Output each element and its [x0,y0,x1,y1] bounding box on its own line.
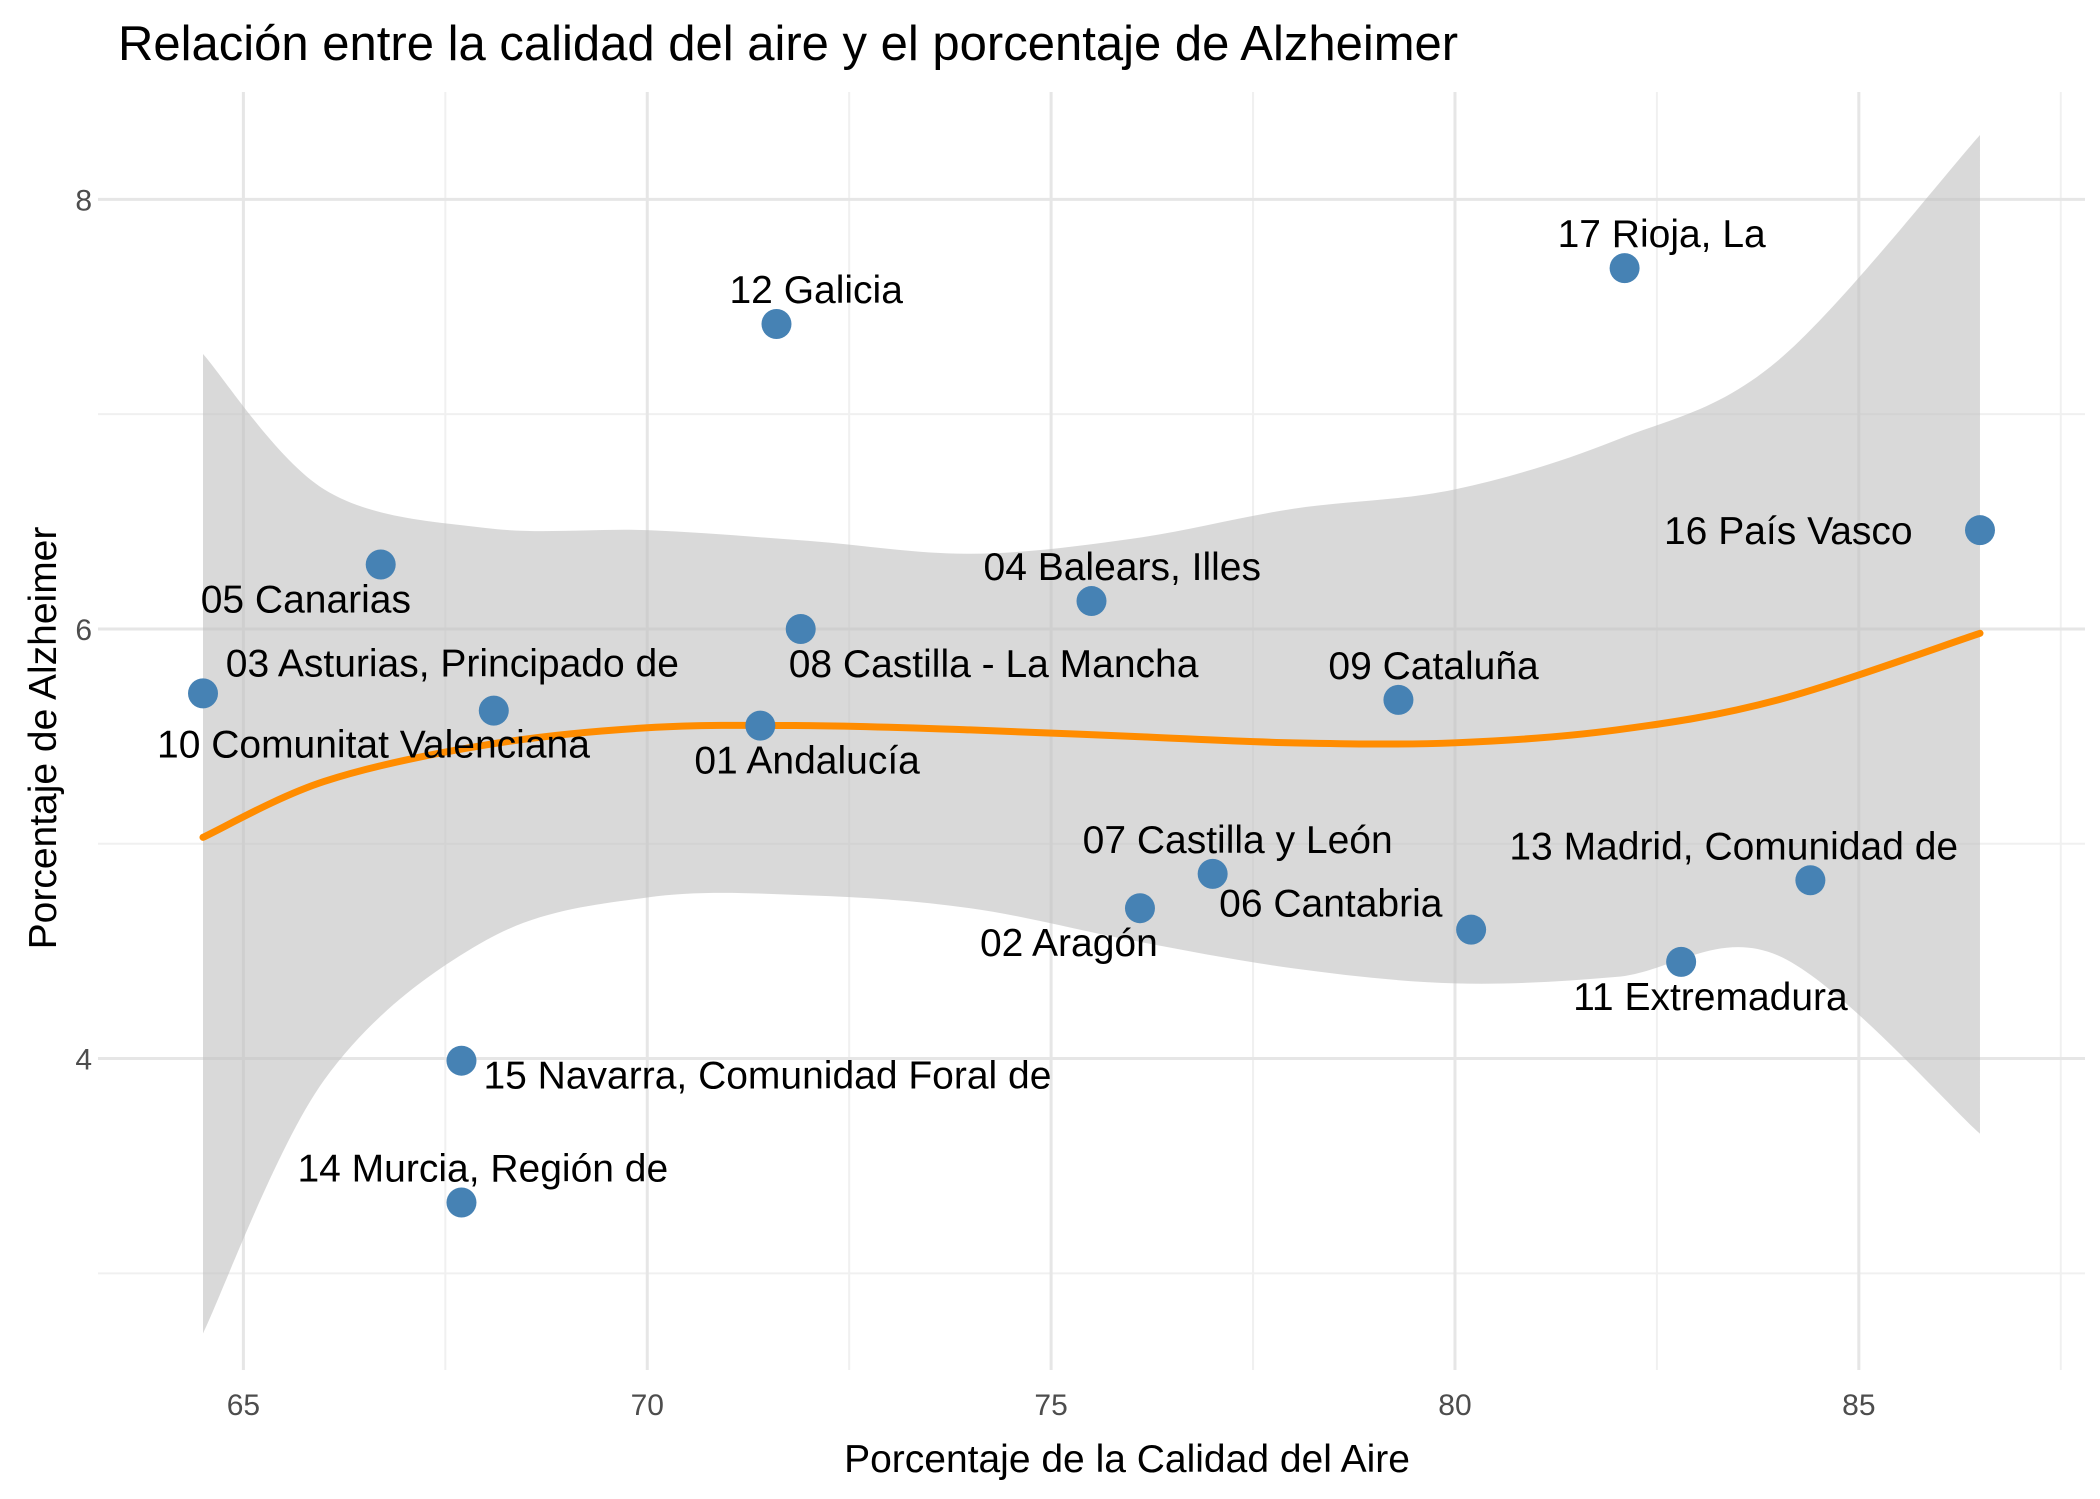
y-tick-label: 8 [75,184,92,217]
point-label: 16 País Vasco [1664,510,1913,553]
point-label: 13 Madrid, Comunidad de [1509,825,1958,868]
data-point [1609,253,1640,284]
point-label: 04 Balears, Illes [984,546,1261,589]
point-label: 06 Cantabria [1219,883,1443,926]
point-label: 05 Canarias [201,579,411,622]
data-point [365,549,396,580]
data-point [1456,914,1487,945]
point-label: 07 Castilla y León [1083,819,1393,862]
y-axis-title: Porcentaje de Alzheimer [22,527,65,950]
data-point [1076,586,1107,617]
data-point [446,1045,477,1076]
data-point [1197,858,1228,889]
data-point [1795,865,1826,896]
point-label: 02 Aragón [980,922,1158,965]
point-label: 10 Comunitat Valenciana [157,723,590,766]
data-points [188,253,1995,1218]
data-point [1124,893,1155,924]
x-tick-label: 85 [1842,1389,1875,1422]
x-tick-label: 80 [1438,1389,1471,1422]
y-tick-label: 4 [75,1044,92,1077]
smooth-trend-line [199,629,1984,841]
chart-title: Relación entre la calidad del aire y el … [118,17,1458,71]
data-point [761,308,792,339]
point-label: 08 Castilla - La Mancha [789,643,1199,686]
data-point [785,613,816,644]
point-label: 01 Andalucía [694,740,920,783]
data-point [745,710,776,741]
point-labels: 01 Andalucía 02 Aragón 03 Asturias, Princi… [157,213,1958,1190]
point-label: 12 Galicia [729,269,903,312]
x-axis-ticks: 65 70 75 80 85 [227,1389,1876,1422]
data-point [478,695,509,726]
x-axis-title: Porcentaje de la Calidad del Aire [844,1438,1410,1481]
y-tick-label: 6 [75,614,92,647]
point-label: 17 Rioja, La [1558,213,1766,256]
point-label: 14 Murcia, Región de [297,1147,668,1190]
data-point [188,678,219,709]
point-label: 15 Navarra, Comunidad Foral de [483,1055,1051,1098]
point-label: 03 Asturias, Principado de [226,643,679,686]
point-label: 09 Cataluña [1328,645,1539,688]
data-point [1964,515,1995,546]
y-axis-ticks: 4 6 8 [75,184,92,1076]
smooth-line-layer [199,629,1984,841]
plot-area: 01 Andalucía 02 Aragón 03 Asturias, Princi… [98,92,2085,1370]
x-tick-label: 75 [1034,1389,1067,1422]
data-point [1666,946,1697,977]
x-tick-label: 65 [227,1389,260,1422]
data-point [1383,684,1414,715]
x-tick-label: 70 [631,1389,664,1422]
point-label: 11 Extremadura [1573,976,1848,1019]
data-point [446,1187,477,1218]
